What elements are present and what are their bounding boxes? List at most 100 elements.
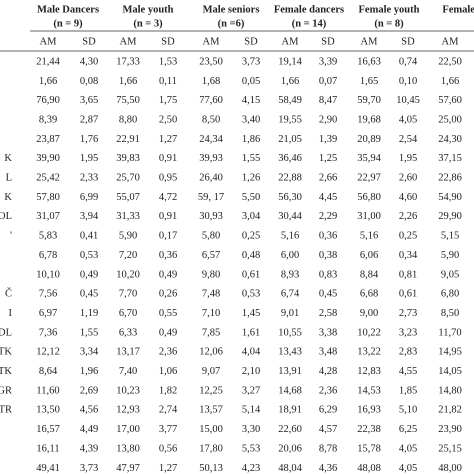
cell: 19,68	[357, 114, 381, 125]
cell: 0,26	[159, 289, 177, 300]
cell: 3,73	[80, 463, 98, 474]
cell: 31,00	[357, 211, 381, 222]
cell: 13,91	[278, 366, 302, 377]
cell: 10,20	[116, 269, 140, 280]
cell: 8,47	[319, 95, 337, 106]
row-label: Č	[5, 288, 12, 300]
column-header: AM	[203, 36, 221, 47]
cell: 29,90	[438, 211, 462, 222]
cell: 13,43	[278, 347, 302, 358]
cell: 1,66	[281, 76, 299, 87]
cell: 2,60	[399, 173, 417, 184]
cell: 54,90	[438, 192, 462, 203]
cell: 6,00	[281, 250, 299, 261]
cell: 7,85	[202, 327, 220, 338]
cell: 30,93	[199, 211, 223, 222]
cell: 59, 17	[198, 192, 224, 203]
cell: 2,36	[319, 385, 337, 396]
column-header: AM	[361, 36, 379, 47]
cell: 26,40	[199, 173, 223, 184]
cell: 4,56	[80, 405, 98, 416]
cell: 0,49	[159, 327, 177, 338]
cell: 21,44	[36, 56, 60, 67]
cell: 15,00	[199, 424, 223, 435]
cell: 10,55	[278, 327, 302, 338]
column-header: AM	[442, 36, 460, 47]
cell: 17,80	[199, 443, 223, 454]
cell: 2,90	[319, 114, 337, 125]
cell: 0,45	[319, 289, 337, 300]
cell: 8,64	[39, 366, 58, 377]
cell: 8,93	[281, 269, 299, 280]
cell: 19,14	[278, 56, 302, 67]
cell: 12,06	[199, 347, 223, 358]
cell: 11,60	[36, 385, 59, 396]
cell: 4,05	[399, 463, 417, 474]
cell: 16,11	[36, 443, 59, 454]
cell: 39,90	[36, 153, 60, 164]
cell: 57,60	[438, 95, 462, 106]
cell: 0,07	[319, 76, 337, 87]
cell: 9,05	[441, 269, 459, 280]
cell: 18,91	[278, 405, 302, 416]
cell: 25,42	[36, 173, 60, 184]
cell: 5,16	[281, 231, 299, 242]
cell: 3,73	[242, 56, 260, 67]
cell: 4,23	[242, 463, 260, 474]
cell: 1,61	[242, 327, 260, 338]
cell: 5,10	[399, 405, 417, 416]
cell: 2,10	[242, 366, 260, 377]
cell: 59,70	[357, 95, 381, 106]
cell: 22,86	[438, 173, 462, 184]
cell: 4,05	[399, 443, 417, 454]
cell: 22,38	[357, 424, 381, 435]
cell: 1,27	[159, 134, 177, 145]
cell: 4,39	[80, 443, 98, 454]
cell: 22,88	[278, 173, 302, 184]
cell: 36,46	[278, 153, 302, 164]
cell: 0,53	[80, 250, 98, 261]
cell: 1,45	[242, 308, 260, 319]
cell: 13,57	[199, 405, 223, 416]
cell: 6,78	[39, 250, 57, 261]
cell: 2,73	[399, 308, 417, 319]
group-n: (n = 3)	[133, 18, 163, 29]
cell: 39,83	[116, 153, 140, 164]
cell: 1,19	[80, 308, 98, 319]
cell: 1,53	[159, 56, 177, 67]
cell: 2,69	[80, 385, 98, 396]
cell: 7,70	[119, 289, 137, 300]
cell: 13,17	[116, 347, 140, 358]
cell: 19,55	[278, 114, 302, 125]
cell: 4,28	[319, 366, 337, 377]
cell: 3,30	[242, 424, 260, 435]
cell: 3,23	[399, 327, 417, 338]
cell: 48,00	[438, 463, 462, 474]
cell: 1,86	[242, 134, 260, 145]
column-header: AM	[40, 36, 58, 47]
row-label: '	[10, 231, 12, 242]
cell: 16,93	[357, 405, 381, 416]
cell: 13,50	[36, 405, 60, 416]
column-header: SD	[321, 36, 335, 47]
cell: 6,97	[39, 308, 57, 319]
column-header: SD	[161, 36, 175, 47]
cell: 1,39	[319, 134, 337, 145]
cell: 4,15	[242, 95, 260, 106]
cell: 1,76	[80, 134, 98, 145]
group-n: (n = 14)	[292, 18, 327, 29]
cell: 4,45	[319, 192, 337, 203]
cell: 3,40	[242, 114, 260, 125]
cell: 0,91	[159, 211, 177, 222]
group-name: Female youth	[359, 4, 420, 15]
cell: 4,05	[399, 114, 417, 125]
group-name: Male seniors	[203, 4, 260, 15]
cell: 5,50	[242, 192, 260, 203]
cell: 0,53	[242, 289, 260, 300]
column-header: AM	[120, 36, 138, 47]
cell: 2,29	[319, 211, 337, 222]
cell: 1,25	[319, 153, 337, 164]
cell: 15,78	[357, 443, 381, 454]
cell: 56,30	[278, 192, 302, 203]
column-header: SD	[401, 36, 415, 47]
